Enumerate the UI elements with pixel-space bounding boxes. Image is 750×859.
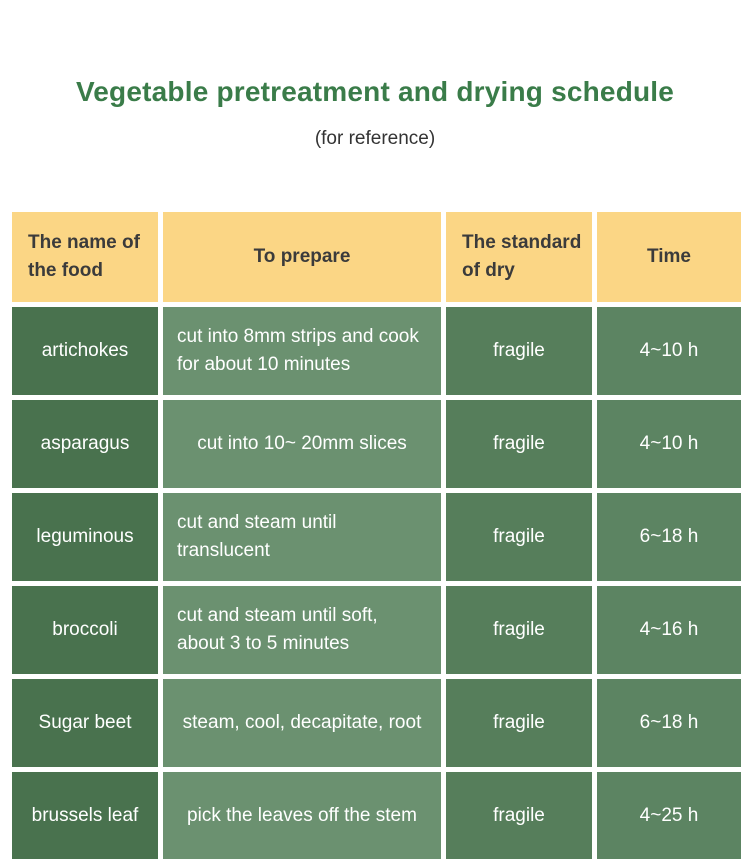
page-subtitle: (for reference) (314, 128, 436, 149)
prepare-cell: cut and steam until soft, about 3 to 5 m… (163, 586, 441, 674)
standard-cell: fragile (446, 679, 592, 767)
prepare-cell: steam, cool, decapitate, root (163, 679, 441, 767)
food-name-cell: leguminous (12, 493, 158, 581)
page-title: Vegetable pretreatment and drying schedu… (75, 76, 675, 107)
time-cell: 4~16 h (597, 586, 741, 674)
prepare-cell: cut into 8mm strips and cook for about 1… (163, 307, 441, 395)
time-cell: 4~10 h (597, 400, 741, 488)
header-cell-standard: The standard of dry (446, 212, 592, 302)
time-cell: 4~10 h (597, 307, 741, 395)
time-cell: 4~25 h (597, 772, 741, 859)
food-name-cell: asparagus (12, 400, 158, 488)
food-name-cell: artichokes (12, 307, 158, 395)
prepare-text: cut into 10~ 20mm slices (197, 433, 407, 455)
header-cell-prepare: To prepare (163, 212, 441, 302)
standard-cell: fragile (446, 493, 592, 581)
prepare-text: pick the leaves off the stem (187, 805, 417, 827)
standard-cell: fragile (446, 400, 592, 488)
time-cell: 6~18 h (597, 679, 741, 767)
header-cell-food-name: The name of the food (12, 212, 158, 302)
food-name-cell: broccoli (12, 586, 158, 674)
header-cell-time: Time (597, 212, 741, 302)
standard-cell: fragile (446, 586, 592, 674)
food-name-cell: brussels leaf (12, 772, 158, 859)
standard-cell: fragile (446, 307, 592, 395)
time-cell: 6~18 h (597, 493, 741, 581)
prepare-text: cut and steam until translucent (177, 512, 337, 561)
prepare-cell: pick the leaves off the stem (163, 772, 441, 859)
prepare-cell: cut into 10~ 20mm slices (163, 400, 441, 488)
prepare-text: cut and steam until soft, about 3 to 5 m… (177, 605, 378, 654)
prepare-cell: cut and steam until translucent (163, 493, 441, 581)
prepare-text: cut into 8mm strips and cook for about 1… (177, 326, 419, 375)
schedule-table: The name of the food To prepare The stan… (12, 212, 741, 859)
food-name-cell: Sugar beet (12, 679, 158, 767)
prepare-text: steam, cool, decapitate, root (182, 712, 422, 734)
standard-cell: fragile (446, 772, 592, 859)
